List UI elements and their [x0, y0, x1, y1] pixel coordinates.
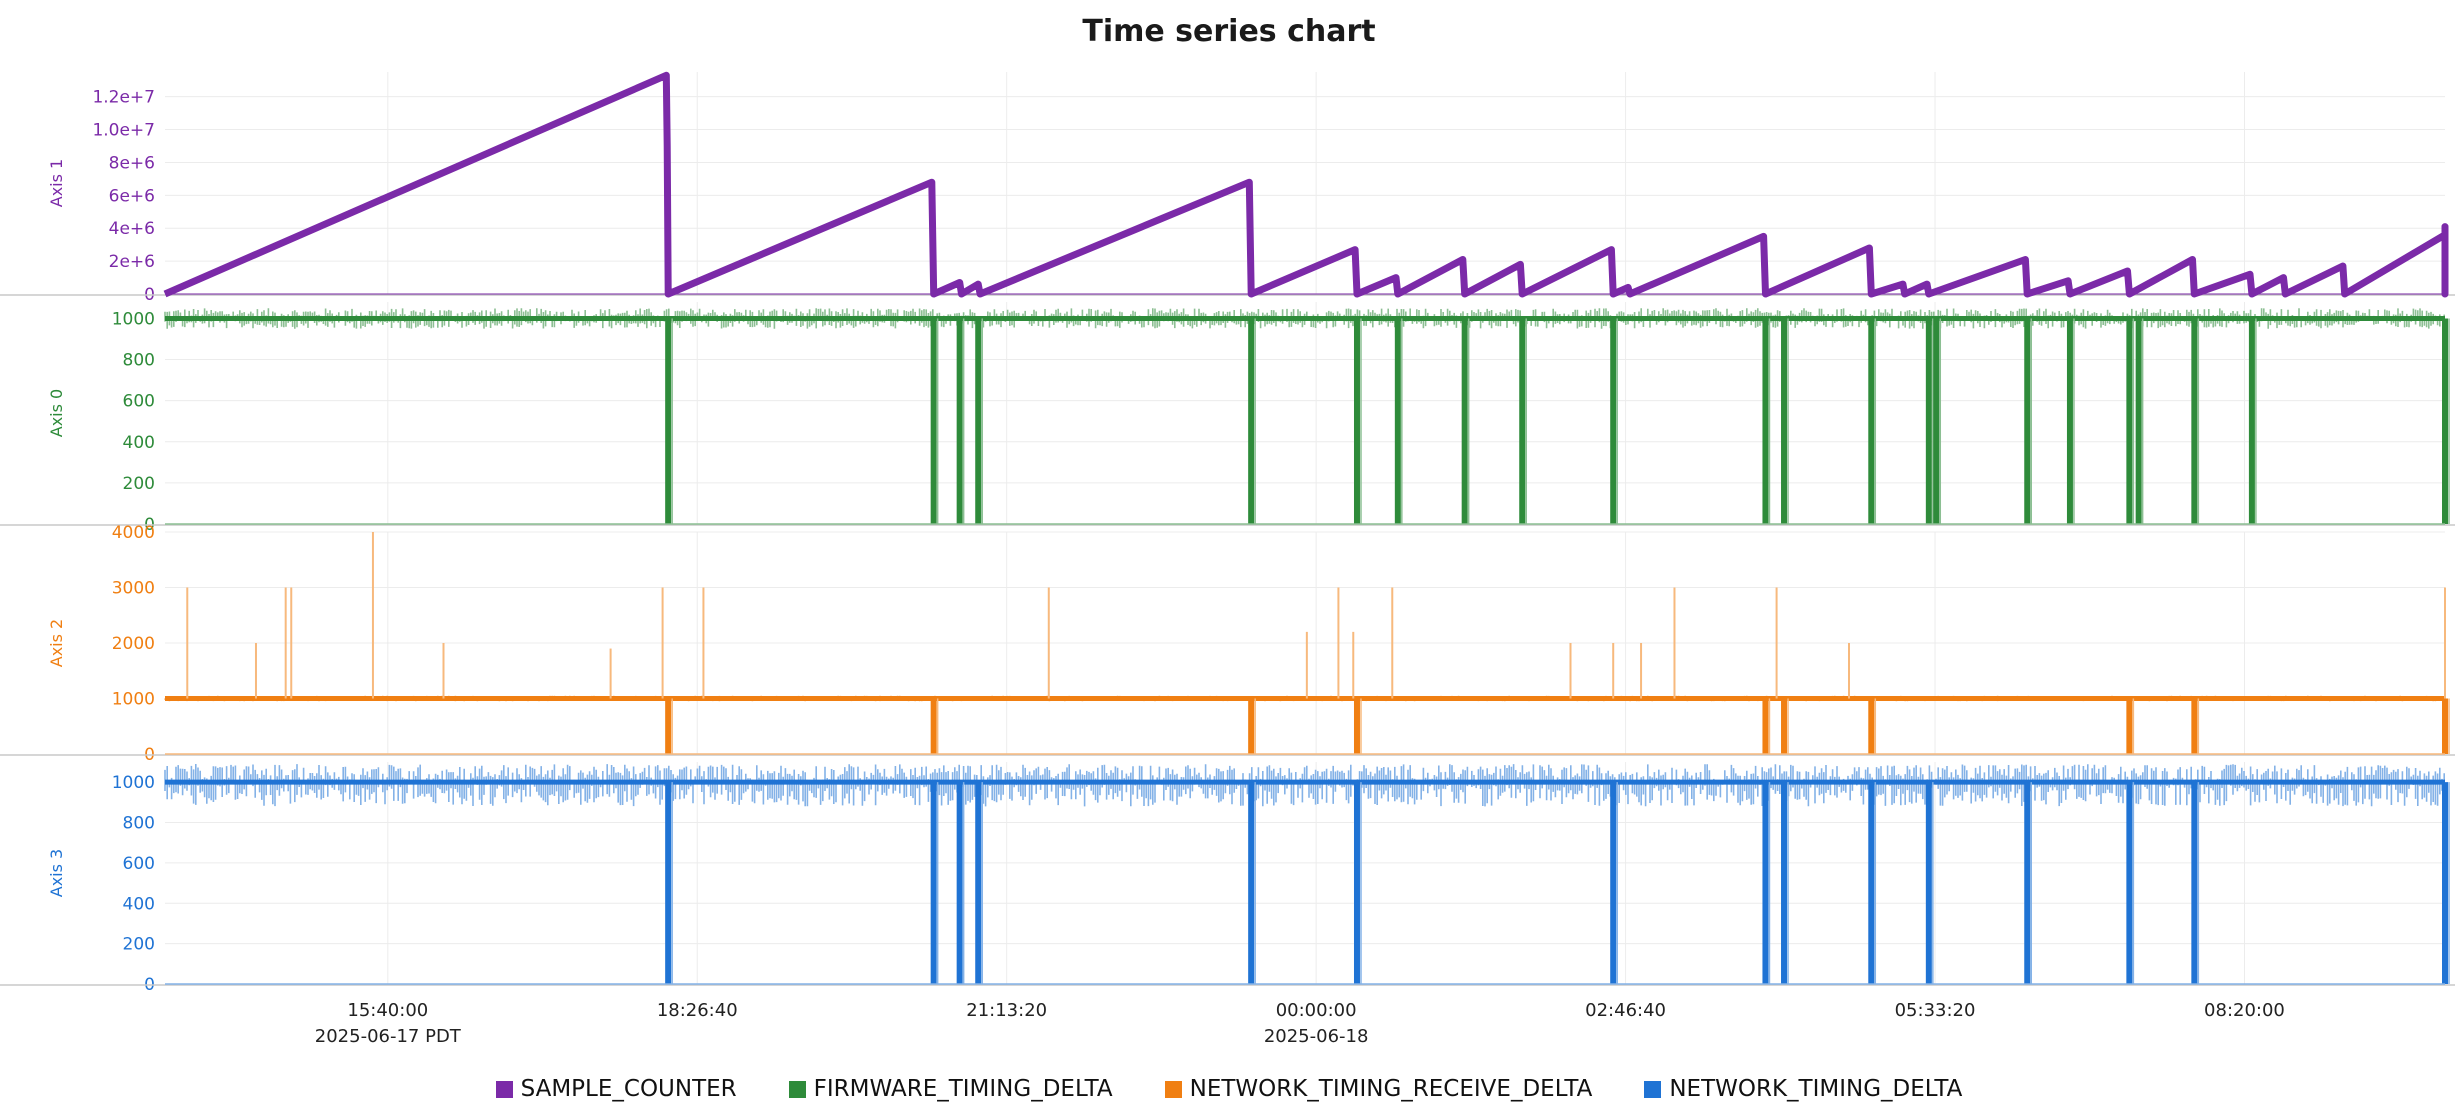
legend-label-network-timing-delta: NETWORK_TIMING_DELTA — [1669, 1076, 1963, 1102]
x-tick-sublabel-3: 2025-06-18 — [1264, 1026, 1369, 1047]
x-tick-label-0: 15:40:00 — [347, 1000, 428, 1021]
axis-3-y-tick-label-3: 600 — [123, 854, 155, 874]
x-tick-sublabel-0: 2025-06-17 PDT — [315, 1026, 462, 1047]
axis-1-y-tick-label-4: 8e+6 — [109, 153, 155, 173]
axis-1-y-tick-label-5: 1.0e+7 — [92, 121, 155, 141]
axis-3-axis-title: Axis 3 — [47, 849, 66, 897]
axis-1-axis-title: Axis 1 — [47, 159, 66, 207]
chart-title: Time series chart — [1082, 14, 1376, 49]
axis-0-y-tick-label-5: 1000 — [112, 309, 155, 329]
axis-1-y-tick-label-6: 1.2e+7 — [92, 88, 155, 108]
axis-1-y-tick-label-3: 6e+6 — [109, 186, 155, 206]
axis-3-y-tick-label-4: 800 — [123, 814, 155, 834]
axis-2-axis-title: Axis 2 — [47, 619, 66, 667]
legend-item-sample-counter[interactable]: SAMPLE_COUNTER — [495, 1076, 737, 1102]
legend-label-sample-counter: SAMPLE_COUNTER — [520, 1076, 737, 1102]
legend-item-firmware-timing-delta[interactable]: FIRMWARE_TIMING_DELTA — [788, 1076, 1113, 1102]
x-tick-label-3: 00:00:00 — [1276, 1000, 1357, 1021]
network-timing-delta-noise — [164, 764, 2445, 807]
axis-0-y-tick-label-3: 600 — [123, 392, 155, 412]
axis-1-y-tick-label-1: 2e+6 — [109, 252, 155, 272]
legend-label-firmware-timing-delta: FIRMWARE_TIMING_DELTA — [813, 1076, 1113, 1102]
legend-swatch-firmware-timing-delta — [788, 1080, 806, 1098]
chart-legend: SAMPLE_COUNTER FIRMWARE_TIMING_DELTA NET… — [0, 1072, 2458, 1106]
axis-1-y-tick-label-2: 4e+6 — [109, 219, 155, 239]
axis-2-y-tick-label-2: 2000 — [112, 634, 155, 654]
axis-0-y-tick-label-1: 200 — [123, 474, 155, 494]
x-tick-label-1: 18:26:40 — [657, 1000, 738, 1021]
axis-2-y-tick-label-4: 4000 — [112, 523, 155, 543]
axis-0-axis-title: Axis 0 — [47, 389, 66, 437]
legend-item-network-timing-receive-delta[interactable]: NETWORK_TIMING_RECEIVE_DELTA — [1164, 1076, 1593, 1102]
x-tick-label-4: 02:46:40 — [1585, 1000, 1666, 1021]
axis-3-y-tick-label-1: 200 — [123, 935, 155, 955]
legend-swatch-sample-counter — [495, 1080, 513, 1098]
legend-swatch-network-timing-delta — [1644, 1080, 1662, 1098]
axis-0-y-tick-label-4: 800 — [123, 351, 155, 371]
sample-counter-line — [163, 71, 2449, 298]
x-tick-label-6: 08:20:00 — [2204, 1000, 2285, 1021]
legend-swatch-network-timing-receive-delta — [1164, 1080, 1182, 1098]
legend-item-network-timing-delta[interactable]: NETWORK_TIMING_DELTA — [1644, 1076, 1962, 1102]
axis-3-y-tick-label-5: 1000 — [112, 773, 155, 793]
axis-0-y-tick-label-2: 400 — [123, 433, 155, 453]
axis-3-y-tick-label-2: 400 — [123, 894, 155, 914]
x-tick-label-5: 05:33:20 — [1895, 1000, 1976, 1021]
axis-2-y-tick-label-1: 1000 — [112, 690, 155, 710]
axis-2-y-tick-label-3: 3000 — [112, 579, 155, 599]
x-tick-label-2: 21:13:20 — [966, 1000, 1047, 1021]
legend-label-network-timing-receive-delta: NETWORK_TIMING_RECEIVE_DELTA — [1189, 1076, 1593, 1102]
